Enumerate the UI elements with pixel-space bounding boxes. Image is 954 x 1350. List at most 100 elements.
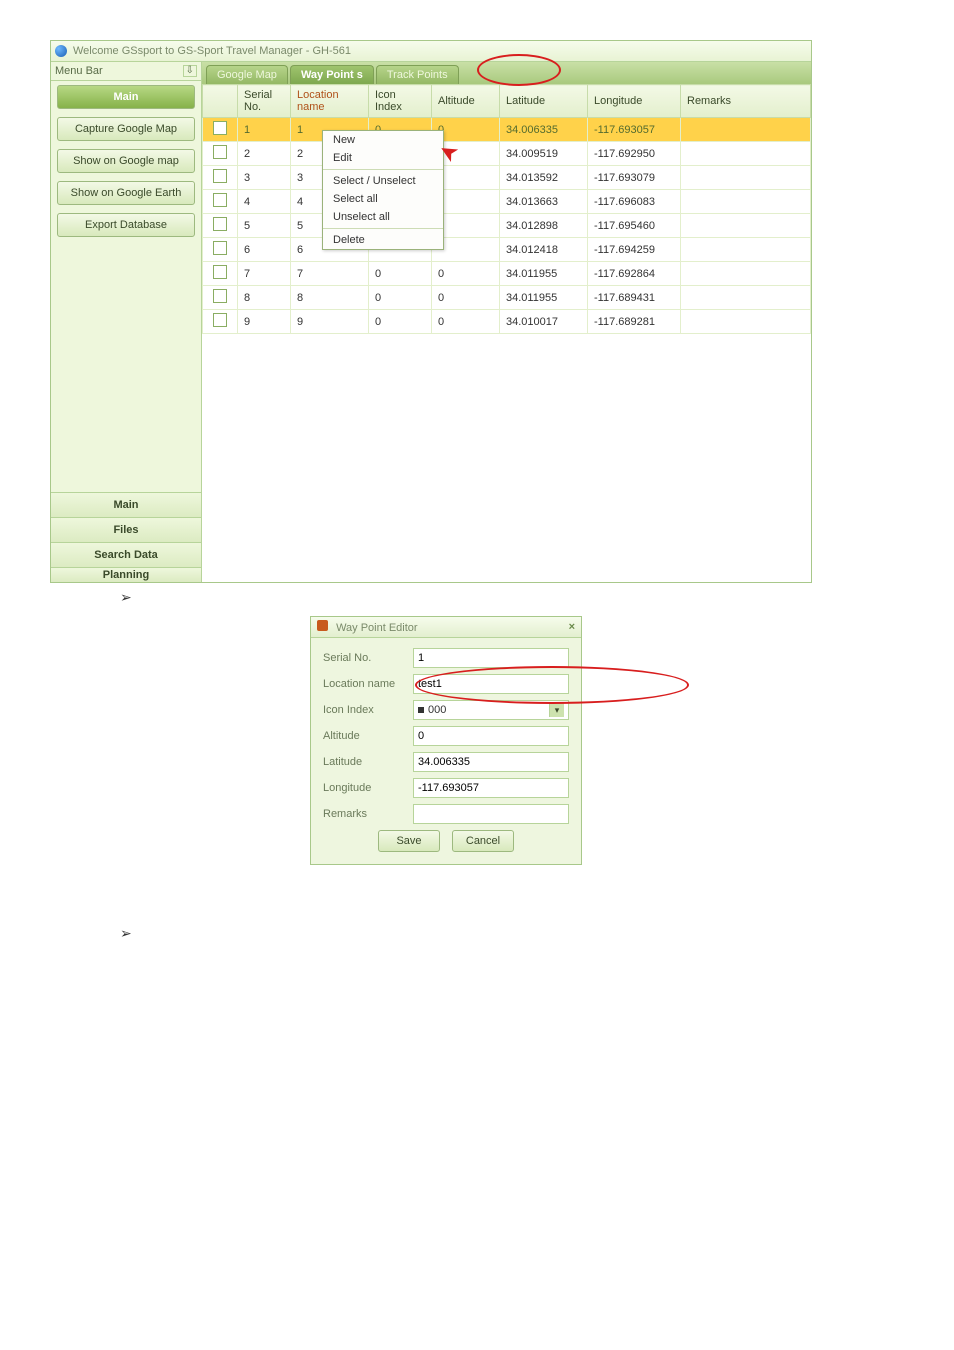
sidebar-header-label: Menu Bar <box>55 65 103 77</box>
cell-latitude: 34.010017 <box>500 310 588 334</box>
row-checkbox[interactable] <box>203 142 238 166</box>
col-remarks: Remarks <box>681 85 811 118</box>
group-planning[interactable]: Planning <box>51 567 201 582</box>
cell-remarks <box>681 166 811 190</box>
cell-latitude: 34.013592 <box>500 166 588 190</box>
tab-track-points[interactable]: Track Points <box>376 65 459 84</box>
row-checkbox[interactable] <box>203 166 238 190</box>
cell-altitude: 0 <box>432 286 500 310</box>
ctx-separator <box>323 228 443 229</box>
context-menu: New Edit Select / Unselect Select all Un… <box>322 130 444 250</box>
row-checkbox[interactable] <box>203 310 238 334</box>
cancel-button[interactable]: Cancel <box>452 830 514 852</box>
input-longitude[interactable] <box>413 778 569 798</box>
save-button[interactable]: Save <box>378 830 440 852</box>
cell-remarks <box>681 310 811 334</box>
cell-serial: 6 <box>238 238 291 262</box>
ctx-edit[interactable]: Edit <box>323 149 443 167</box>
cell-longitude: -117.689281 <box>588 310 681 334</box>
capture-google-map-button[interactable]: Capture Google Map <box>57 117 195 141</box>
cell-latitude: 34.006335 <box>500 118 588 142</box>
ctx-unsel-all-label: Unselect all <box>333 211 390 223</box>
ctx-delete[interactable]: Delete <box>323 231 443 249</box>
col-altitude: Altitude <box>432 85 500 118</box>
ctx-delete-label: Delete <box>333 234 365 246</box>
col-check <box>203 85 238 118</box>
cancel-label: Cancel <box>466 835 500 847</box>
ctx-new-label: New <box>333 134 355 146</box>
ctx-new[interactable]: New <box>323 131 443 149</box>
sidebar: Menu Bar ⇩ Main Capture Google Map Show … <box>51 62 202 582</box>
row-checkbox[interactable] <box>203 118 238 142</box>
input-remarks[interactable] <box>413 804 569 824</box>
cell-longitude: -117.696083 <box>588 190 681 214</box>
pin-icon[interactable]: ⇩ <box>183 65 197 77</box>
cell-remarks <box>681 142 811 166</box>
table-row[interactable]: 880034.011955-117.689431 <box>203 286 811 310</box>
group-files[interactable]: Files <box>51 517 201 542</box>
table-row[interactable]: 110034.006335-117.693057 <box>203 118 811 142</box>
table-row[interactable]: 770034.011955-117.692864 <box>203 262 811 286</box>
app-icon <box>55 45 67 57</box>
editor-close-button[interactable]: × <box>569 621 575 633</box>
ctx-edit-label: Edit <box>333 152 352 164</box>
sidebar-main-button[interactable]: Main <box>57 85 195 109</box>
group-planning-label: Planning <box>103 569 149 581</box>
group-main-label: Main <box>113 499 138 511</box>
save-label: Save <box>396 835 421 847</box>
table-row[interactable]: 5534.012898-117.695460 <box>203 214 811 238</box>
input-location-name[interactable] <box>413 674 569 694</box>
editor-title: Way Point Editor <box>336 622 418 634</box>
row-checkbox[interactable] <box>203 262 238 286</box>
ctx-select-all[interactable]: Select all <box>323 190 443 208</box>
label-latitude: Latitude <box>323 756 413 768</box>
table-row[interactable]: 2234.009519-117.692950 <box>203 142 811 166</box>
cell-longitude: -117.695460 <box>588 214 681 238</box>
cell-latitude: 34.012898 <box>500 214 588 238</box>
export-database-button[interactable]: Export Database <box>57 213 195 237</box>
cell-remarks <box>681 238 811 262</box>
tab-google-map[interactable]: Google Map <box>206 65 288 84</box>
show-on-google-map-button[interactable]: Show on Google map <box>57 149 195 173</box>
cell-remarks <box>681 118 811 142</box>
ctx-select-unselect[interactable]: Select / Unselect <box>323 172 443 190</box>
row-checkbox[interactable] <box>203 190 238 214</box>
waypoint-editor-dialog: Way Point Editor × Serial No. Location n… <box>310 616 582 865</box>
cell-remarks <box>681 286 811 310</box>
cell-longitude: -117.693079 <box>588 166 681 190</box>
row-checkbox[interactable] <box>203 238 238 262</box>
tab-way-points-label: Way Point s <box>301 69 363 81</box>
show-on-google-earth-button[interactable]: Show on Google Earth <box>57 181 195 205</box>
group-main[interactable]: Main <box>51 492 201 517</box>
table-row[interactable]: 4434.013663-117.696083 <box>203 190 811 214</box>
title-bar: Welcome GSsport to GS-Sport Travel Manag… <box>51 41 811 62</box>
bullet-2: ➢ <box>120 925 904 942</box>
select-icon-value: 000 <box>428 704 446 716</box>
ctx-unselect-all[interactable]: Unselect all <box>323 208 443 226</box>
ctx-separator <box>323 169 443 170</box>
table-row[interactable]: 990034.010017-117.689281 <box>203 310 811 334</box>
tab-google-map-label: Google Map <box>217 69 277 81</box>
select-icon-index[interactable]: 000 ▾ <box>413 700 569 720</box>
editor-title-bar: Way Point Editor × <box>311 617 581 638</box>
window-title: Welcome GSsport to GS-Sport Travel Manag… <box>73 45 351 57</box>
capture-label: Capture Google Map <box>75 123 177 135</box>
waypoint-table: Serial No. Location name Icon Index Alti… <box>202 84 811 334</box>
input-altitude[interactable] <box>413 726 569 746</box>
row-checkbox[interactable] <box>203 214 238 238</box>
input-serial[interactable] <box>413 648 569 668</box>
show-earth-label: Show on Google Earth <box>71 187 182 199</box>
export-label: Export Database <box>85 219 167 231</box>
cell-latitude: 34.011955 <box>500 262 588 286</box>
tab-way-points[interactable]: Way Point s <box>290 65 374 84</box>
group-search-label: Search Data <box>94 549 158 561</box>
table-row[interactable]: 3334.013592-117.693079 <box>203 166 811 190</box>
table-row[interactable]: 6634.012418-117.694259 <box>203 238 811 262</box>
tab-track-points-label: Track Points <box>387 69 448 81</box>
label-icon-index: Icon Index <box>323 704 413 716</box>
input-latitude[interactable] <box>413 752 569 772</box>
row-checkbox[interactable] <box>203 286 238 310</box>
group-search-data[interactable]: Search Data <box>51 542 201 567</box>
col-serial: Serial No. <box>238 85 291 118</box>
bullet-1: ➢ <box>120 589 904 606</box>
